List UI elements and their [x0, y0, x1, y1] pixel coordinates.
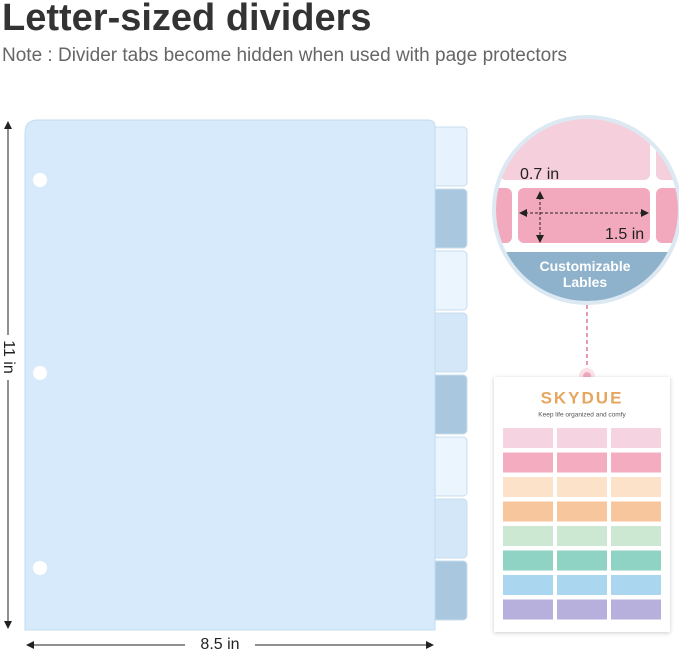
- note: Note : Divider tabs become hidden when u…: [2, 45, 567, 66]
- sticker-label: [557, 428, 607, 448]
- hole: [33, 561, 47, 575]
- sticker-label: [611, 501, 661, 522]
- sticker-label: [611, 477, 661, 497]
- zoom-ring: [492, 115, 679, 305]
- sticker-label: [503, 501, 553, 522]
- sticker-label: [611, 428, 661, 448]
- sticker-label: [503, 599, 553, 620]
- sticker-label: [557, 550, 607, 571]
- sticker-label: [611, 550, 661, 571]
- sticker-label: [503, 452, 553, 473]
- label-height: 0.7 in: [520, 166, 559, 183]
- sticker-label: [557, 575, 607, 595]
- brand: SKYDUE: [541, 388, 624, 407]
- sticker-label: [611, 599, 661, 620]
- divider-sheet: [24, 119, 436, 631]
- sticker-label: [611, 575, 661, 595]
- sticker-label: [503, 428, 553, 448]
- sticker-label: [503, 477, 553, 497]
- sticker-label: [611, 526, 661, 546]
- sticker-label: [557, 477, 607, 497]
- height-label: 11 in: [0, 340, 17, 374]
- hole: [33, 173, 47, 187]
- width-label: 8.5 in: [200, 636, 239, 653]
- sticker-label: [503, 575, 553, 595]
- tagline: Keep life organized and comfy: [538, 412, 626, 419]
- sticker-label: [557, 452, 607, 473]
- title: Letter-sized dividers: [2, 0, 372, 39]
- sticker-labels: [503, 428, 661, 620]
- caption: Customizable Lables: [539, 258, 630, 290]
- sticker-label: [611, 452, 661, 473]
- sticker-label: [557, 599, 607, 620]
- sticker-label: [503, 526, 553, 546]
- label-width: 1.5 in: [605, 226, 644, 243]
- sticker-label: [557, 501, 607, 522]
- hole: [33, 366, 47, 380]
- sticker-label: [503, 550, 553, 571]
- sticker-label: [557, 526, 607, 546]
